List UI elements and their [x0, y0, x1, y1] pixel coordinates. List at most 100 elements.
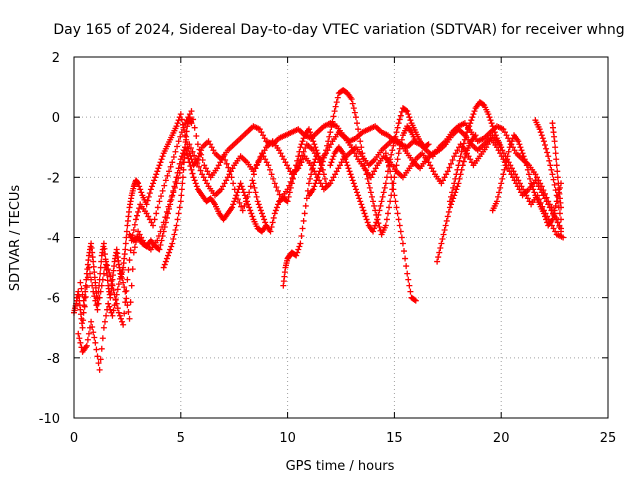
data-point [193, 183, 200, 190]
data-point [90, 288, 97, 295]
data-point [391, 138, 398, 145]
data-point [470, 111, 477, 118]
data-point [451, 153, 458, 160]
data-point [504, 153, 511, 160]
data-point [302, 202, 309, 209]
data-point [258, 150, 265, 157]
data-point [91, 293, 98, 300]
data-point [197, 167, 204, 174]
data-point [109, 282, 116, 289]
data-point [366, 184, 373, 191]
data-point [368, 193, 375, 200]
data-point [177, 198, 184, 205]
data-point [279, 153, 286, 160]
data-point [375, 211, 382, 218]
data-point [448, 160, 455, 167]
data-point [236, 199, 243, 206]
data-point [119, 275, 126, 282]
data-point [397, 141, 404, 148]
data-point [333, 168, 340, 175]
data-point [81, 294, 88, 301]
data-point [372, 222, 379, 229]
data-point [362, 213, 369, 220]
data-point [317, 180, 324, 187]
data-point [391, 192, 398, 199]
data-point [377, 202, 384, 209]
data-point [174, 169, 181, 176]
data-point [510, 168, 517, 175]
data-point [520, 153, 527, 160]
data-point [178, 129, 185, 136]
data-point [169, 192, 176, 199]
data-point [241, 202, 248, 209]
data-point [392, 133, 399, 140]
data-point [545, 153, 552, 160]
data-point [343, 159, 350, 166]
data-point [233, 192, 240, 199]
data-point [229, 204, 236, 211]
data-point [126, 315, 133, 322]
data-point [230, 201, 237, 208]
data-point [446, 198, 453, 205]
data-point [354, 120, 361, 127]
data-point [129, 266, 136, 273]
data-point [179, 174, 186, 181]
data-point [522, 159, 529, 166]
data-point [80, 309, 87, 316]
data-point [351, 183, 358, 190]
data-point [189, 170, 196, 177]
data-point [292, 166, 299, 173]
data-point [297, 144, 304, 151]
data-point [331, 108, 338, 115]
data-point [455, 162, 462, 169]
data-point [164, 172, 171, 179]
data-point [84, 336, 91, 343]
data-point [511, 147, 518, 154]
data-point [97, 288, 104, 295]
data-point [247, 207, 254, 214]
data-point [352, 186, 359, 193]
data-point [167, 246, 174, 253]
data-point [169, 240, 176, 247]
data-point [111, 291, 118, 298]
data-point [183, 133, 190, 140]
data-point [361, 210, 368, 217]
data-point [261, 216, 268, 223]
data-point [85, 264, 92, 271]
data-point [371, 168, 378, 175]
data-point [80, 317, 87, 324]
data-point [90, 258, 97, 265]
data-point [80, 297, 87, 304]
data-point [151, 177, 158, 184]
data-point [207, 141, 214, 148]
data-point [529, 183, 536, 190]
data-point [341, 153, 348, 160]
data-point [436, 249, 443, 256]
data-point [310, 138, 317, 145]
data-point [177, 111, 184, 118]
data-point [295, 153, 302, 160]
data-point [521, 156, 528, 163]
data-point [551, 207, 558, 214]
data-point [170, 154, 177, 161]
data-point [374, 216, 381, 223]
data-point [444, 213, 451, 220]
data-point [194, 141, 201, 148]
data-point [116, 312, 123, 319]
data-point [513, 174, 520, 181]
data-point [223, 160, 230, 167]
data-point [307, 175, 314, 182]
data-point [560, 234, 567, 241]
data-point [424, 141, 431, 148]
data-point [267, 228, 274, 235]
data-point [388, 174, 395, 181]
data-point [175, 165, 182, 172]
chart-title: Day 165 of 2024, Sidereal Day-to-day VTE… [53, 22, 624, 38]
data-point [551, 138, 558, 145]
data-point [162, 177, 169, 184]
data-point [443, 171, 450, 178]
data-point [226, 168, 233, 175]
data-point [383, 216, 390, 223]
data-point [260, 153, 267, 160]
data-point [188, 108, 195, 115]
